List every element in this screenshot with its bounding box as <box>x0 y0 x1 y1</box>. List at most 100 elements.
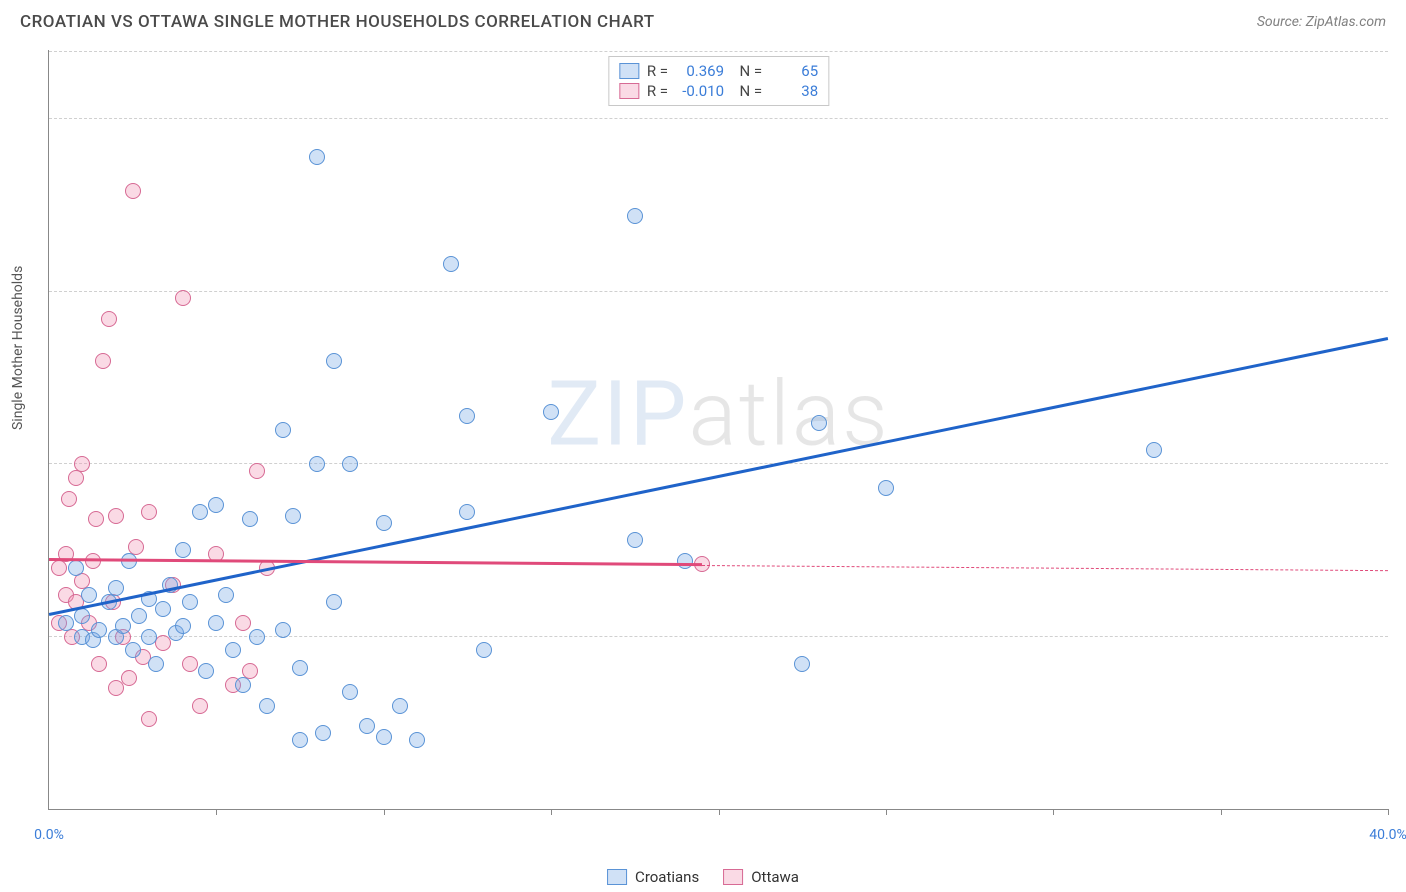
croatians-point <box>392 698 408 714</box>
croatians-point <box>376 729 392 745</box>
croatians-point <box>476 642 492 658</box>
croatians-point <box>175 542 191 558</box>
croatians-point <box>309 149 325 165</box>
ottawa-point <box>68 470 84 486</box>
gridline <box>49 118 1388 119</box>
croatians-r-value: 0.369 <box>676 62 724 80</box>
watermark-bold: ZIP <box>547 362 688 467</box>
ottawa-point <box>235 615 251 631</box>
ottawa-point <box>95 353 111 369</box>
croatians-swatch <box>619 63 639 79</box>
croatians-point <box>91 622 107 638</box>
ottawa-point <box>74 456 90 472</box>
ottawa-point <box>182 656 198 672</box>
source-attribution: Source: ZipAtlas.com <box>1257 14 1386 30</box>
croatians-point <box>125 642 141 658</box>
croatians-point <box>208 497 224 513</box>
croatians-point <box>292 732 308 748</box>
croatians-point <box>326 353 342 369</box>
ottawa-point <box>101 311 117 327</box>
croatians-point <box>459 408 475 424</box>
croatians-point <box>225 642 241 658</box>
ottawa-n-value: 38 <box>770 82 818 100</box>
ottawa-point <box>141 711 157 727</box>
croatians-point <box>141 629 157 645</box>
croatians-point <box>376 515 392 531</box>
x-tick-mark <box>551 809 552 815</box>
ottawa-swatch <box>723 869 743 885</box>
croatians-swatch <box>607 869 627 885</box>
croatians-point <box>627 208 643 224</box>
croatians-point <box>58 615 74 631</box>
x-tick-mark <box>886 809 887 815</box>
ottawa-swatch <box>619 83 639 99</box>
ottawa-point <box>141 504 157 520</box>
croatians-point <box>342 456 358 472</box>
croatians-point <box>155 601 171 617</box>
croatians-point <box>131 608 147 624</box>
ottawa-point <box>125 183 141 199</box>
croatians-point <box>259 698 275 714</box>
scatter-chart: ZIPatlas R = 0.369 N = 65 R = -0.010 N =… <box>48 50 1388 810</box>
ottawa-point <box>108 680 124 696</box>
x-tick-mark <box>1053 809 1054 815</box>
ottawa-point <box>192 698 208 714</box>
croatians-point <box>326 594 342 610</box>
croatians-point <box>459 504 475 520</box>
r-label: R = <box>647 82 668 100</box>
x-tick-label: 40.0% <box>1369 827 1406 843</box>
croatians-point <box>275 622 291 638</box>
croatians-point <box>115 618 131 634</box>
croatians-point <box>242 511 258 527</box>
croatians-point <box>342 684 358 700</box>
croatians-point <box>409 732 425 748</box>
correlation-legend: R = 0.369 N = 65 R = -0.010 N = 38 <box>608 56 829 106</box>
trend-line <box>49 337 1388 615</box>
croatians-point <box>878 480 894 496</box>
legend-item-croatians: Croatians <box>607 868 699 886</box>
croatians-point <box>285 508 301 524</box>
x-tick-mark <box>1388 809 1389 815</box>
ottawa-point <box>175 290 191 306</box>
series-legend: Croatians Ottawa <box>607 868 799 886</box>
watermark-thin: atlas <box>688 362 889 467</box>
croatians-point <box>1146 442 1162 458</box>
n-label: N = <box>732 82 762 100</box>
gridline <box>49 463 1388 464</box>
croatians-point <box>794 656 810 672</box>
croatians-point <box>443 256 459 272</box>
croatians-label: Croatians <box>635 868 699 886</box>
gridline <box>49 291 1388 292</box>
ottawa-point <box>51 560 67 576</box>
croatians-point <box>74 608 90 624</box>
legend-item-ottawa: Ottawa <box>723 868 799 886</box>
croatians-point <box>677 553 693 569</box>
croatians-point <box>68 560 84 576</box>
x-tick-mark <box>216 809 217 815</box>
croatians-point <box>543 404 559 420</box>
croatians-point <box>218 587 234 603</box>
x-tick-mark <box>384 809 385 815</box>
ottawa-point <box>249 463 265 479</box>
trend-line <box>702 565 1388 571</box>
croatians-point <box>315 725 331 741</box>
croatians-point <box>182 594 198 610</box>
croatians-point <box>309 456 325 472</box>
croatians-point <box>275 422 291 438</box>
legend-row-croatians: R = 0.369 N = 65 <box>619 61 818 81</box>
ottawa-point <box>121 670 137 686</box>
ottawa-label: Ottawa <box>751 868 799 886</box>
legend-row-ottawa: R = -0.010 N = 38 <box>619 81 818 101</box>
x-tick-mark <box>719 809 720 815</box>
croatians-point <box>249 629 265 645</box>
chart-title: CROATIAN VS OTTAWA SINGLE MOTHER HOUSEHO… <box>20 12 655 32</box>
ottawa-point <box>61 491 77 507</box>
croatians-point <box>292 660 308 676</box>
croatians-point <box>198 663 214 679</box>
x-tick-label: 0.0% <box>34 827 64 843</box>
croatians-point <box>192 504 208 520</box>
croatians-point <box>208 615 224 631</box>
croatians-point <box>175 618 191 634</box>
croatians-point <box>235 677 251 693</box>
croatians-point <box>627 532 643 548</box>
